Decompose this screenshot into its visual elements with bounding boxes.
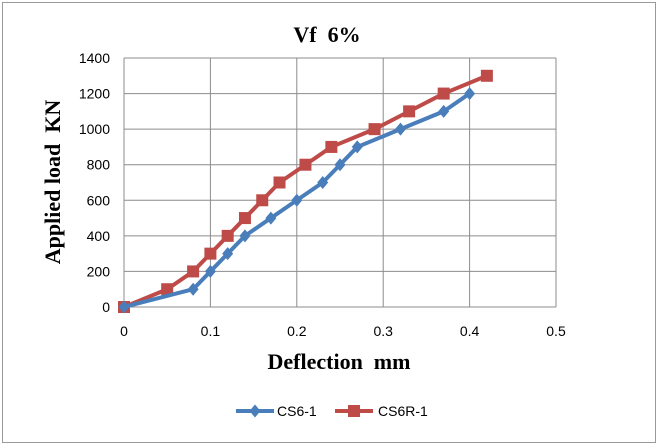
y-tick-label: 0 <box>102 299 110 315</box>
data-point <box>118 300 130 314</box>
data-point <box>256 194 269 207</box>
x-tick-label: 0.2 <box>287 323 307 339</box>
y-tick-label: 1000 <box>79 121 110 137</box>
x-axis-title: Deflection mm <box>268 349 411 374</box>
legend-item: CS6R-1 <box>335 403 428 419</box>
y-axis-title: Applied load KN <box>40 100 65 265</box>
legend-label: CS6-1 <box>277 403 317 419</box>
data-point <box>238 212 251 225</box>
data-point <box>204 247 217 260</box>
data-point <box>239 229 251 243</box>
y-tick-label: 400 <box>87 228 111 244</box>
y-tick-label: 600 <box>87 192 111 208</box>
data-point <box>351 140 363 154</box>
legend: CS6-1 CS6R-1 <box>236 403 428 419</box>
data-point <box>265 211 277 225</box>
data-point <box>222 247 234 261</box>
chart-title: Vf 6% <box>293 22 360 47</box>
data-point <box>437 87 450 100</box>
chart-frame <box>2 2 656 443</box>
data-point <box>438 104 450 118</box>
data-point <box>464 87 476 101</box>
data-point <box>299 158 312 171</box>
data-point <box>325 140 338 153</box>
legend-marker <box>348 405 360 417</box>
x-tick-label: 0.1 <box>201 323 221 339</box>
data-point <box>187 282 199 296</box>
legend-label: CS6R-1 <box>378 403 428 419</box>
y-tick-label: 1400 <box>79 50 110 66</box>
data-point <box>394 122 406 136</box>
y-tick-label: 1200 <box>79 86 110 102</box>
series-CS6R-1 <box>118 69 493 313</box>
y-tick-label: 200 <box>87 263 111 279</box>
data-point <box>368 123 381 136</box>
y-tick-label: 800 <box>87 157 111 173</box>
data-point <box>273 176 286 189</box>
tick-labels: 0 200 400 600 800 1000 1200 1400 0 0.1 0.2 0.3 0.4 0.… <box>79 50 566 339</box>
data-point <box>334 158 346 172</box>
x-tick-label: 0.5 <box>546 323 566 339</box>
data-point <box>221 229 234 242</box>
x-tick-label: 0.4 <box>460 323 480 339</box>
series-CS6-1 <box>118 87 476 314</box>
data-point <box>291 193 303 207</box>
legend-marker <box>249 404 261 418</box>
data-point <box>204 264 216 278</box>
data-point <box>403 105 416 118</box>
data-point <box>480 69 493 82</box>
x-tick-label: 0.3 <box>373 323 393 339</box>
legend-item: CS6-1 <box>236 403 317 419</box>
data-point <box>161 283 174 296</box>
data-point <box>187 265 200 278</box>
data-point <box>317 176 329 189</box>
series-layer <box>118 69 493 314</box>
x-tick-label: 0 <box>120 323 128 339</box>
series-line <box>122 73 489 309</box>
